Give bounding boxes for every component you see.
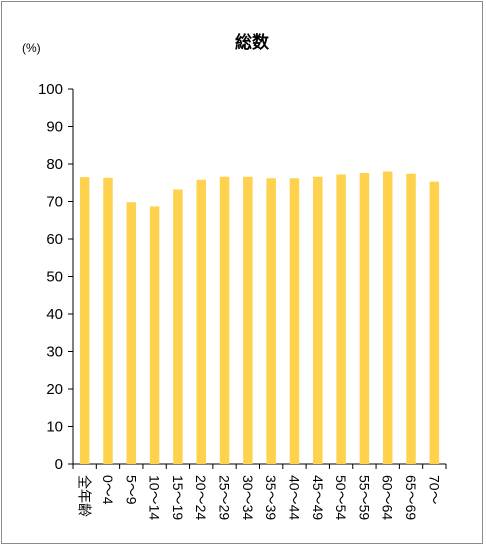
x-tick-label: 20～24 (193, 475, 209, 520)
x-tick-label: 30～34 (240, 475, 256, 520)
x-tick-label: 70～ (426, 475, 442, 505)
bar (359, 173, 370, 464)
bar (313, 176, 323, 464)
x-tick-label: 5～9 (123, 475, 139, 505)
y-tick-label: 90 (46, 119, 63, 136)
x-tick-label: 全年齢 (77, 475, 93, 517)
bar (126, 202, 137, 464)
y-tick-label: 100 (38, 81, 63, 98)
bars (79, 171, 440, 464)
x-tick-label: 40～44 (286, 475, 302, 520)
bar (406, 173, 416, 464)
y-tick-label: 30 (46, 344, 63, 361)
bar (149, 206, 160, 464)
x-tick-label: 15～19 (170, 475, 186, 520)
x-tick-label: 10～14 (147, 475, 163, 520)
bar (336, 174, 346, 464)
y-tick-label: 0 (55, 456, 63, 473)
x-tick-label: 60～64 (380, 475, 396, 520)
y-tick-label: 60 (46, 231, 63, 248)
chart-title: 総数 (235, 32, 270, 52)
bar (196, 179, 206, 464)
x-tick-label: 35～39 (263, 475, 279, 520)
x-tick-label: 50～54 (333, 475, 349, 520)
x-axis-ticks: 全年齢 0～4 5～9 10～14 15～19 20～24 25～29 30～34 35～39 4… (72, 464, 447, 520)
y-tick-label: 10 (46, 419, 63, 436)
x-tick-label: 65～69 (403, 475, 419, 520)
bar (382, 171, 393, 464)
y-tick-label: 40 (46, 306, 63, 323)
bar (103, 177, 113, 464)
x-tick-label: 55～59 (356, 475, 372, 520)
y-tick-label: 50 (46, 269, 63, 286)
bar (219, 176, 230, 464)
y-axis-ticks: 0 10 20 30 40 50 60 70 80 90 100 (38, 81, 73, 473)
y-tick-label: 80 (46, 156, 63, 173)
bar (266, 178, 276, 464)
y-tick-label: 70 (46, 194, 63, 211)
bar (429, 181, 440, 464)
y-tick-label: 20 (46, 381, 63, 398)
bar (173, 189, 183, 464)
x-tick-label: 45～49 (310, 475, 326, 520)
x-tick-label: 25～29 (217, 475, 233, 520)
bar (79, 177, 90, 464)
x-tick-label: 0～4 (100, 475, 116, 505)
bar (243, 176, 253, 464)
bar (289, 178, 300, 464)
y-axis-unit-label: (%) (22, 41, 41, 55)
